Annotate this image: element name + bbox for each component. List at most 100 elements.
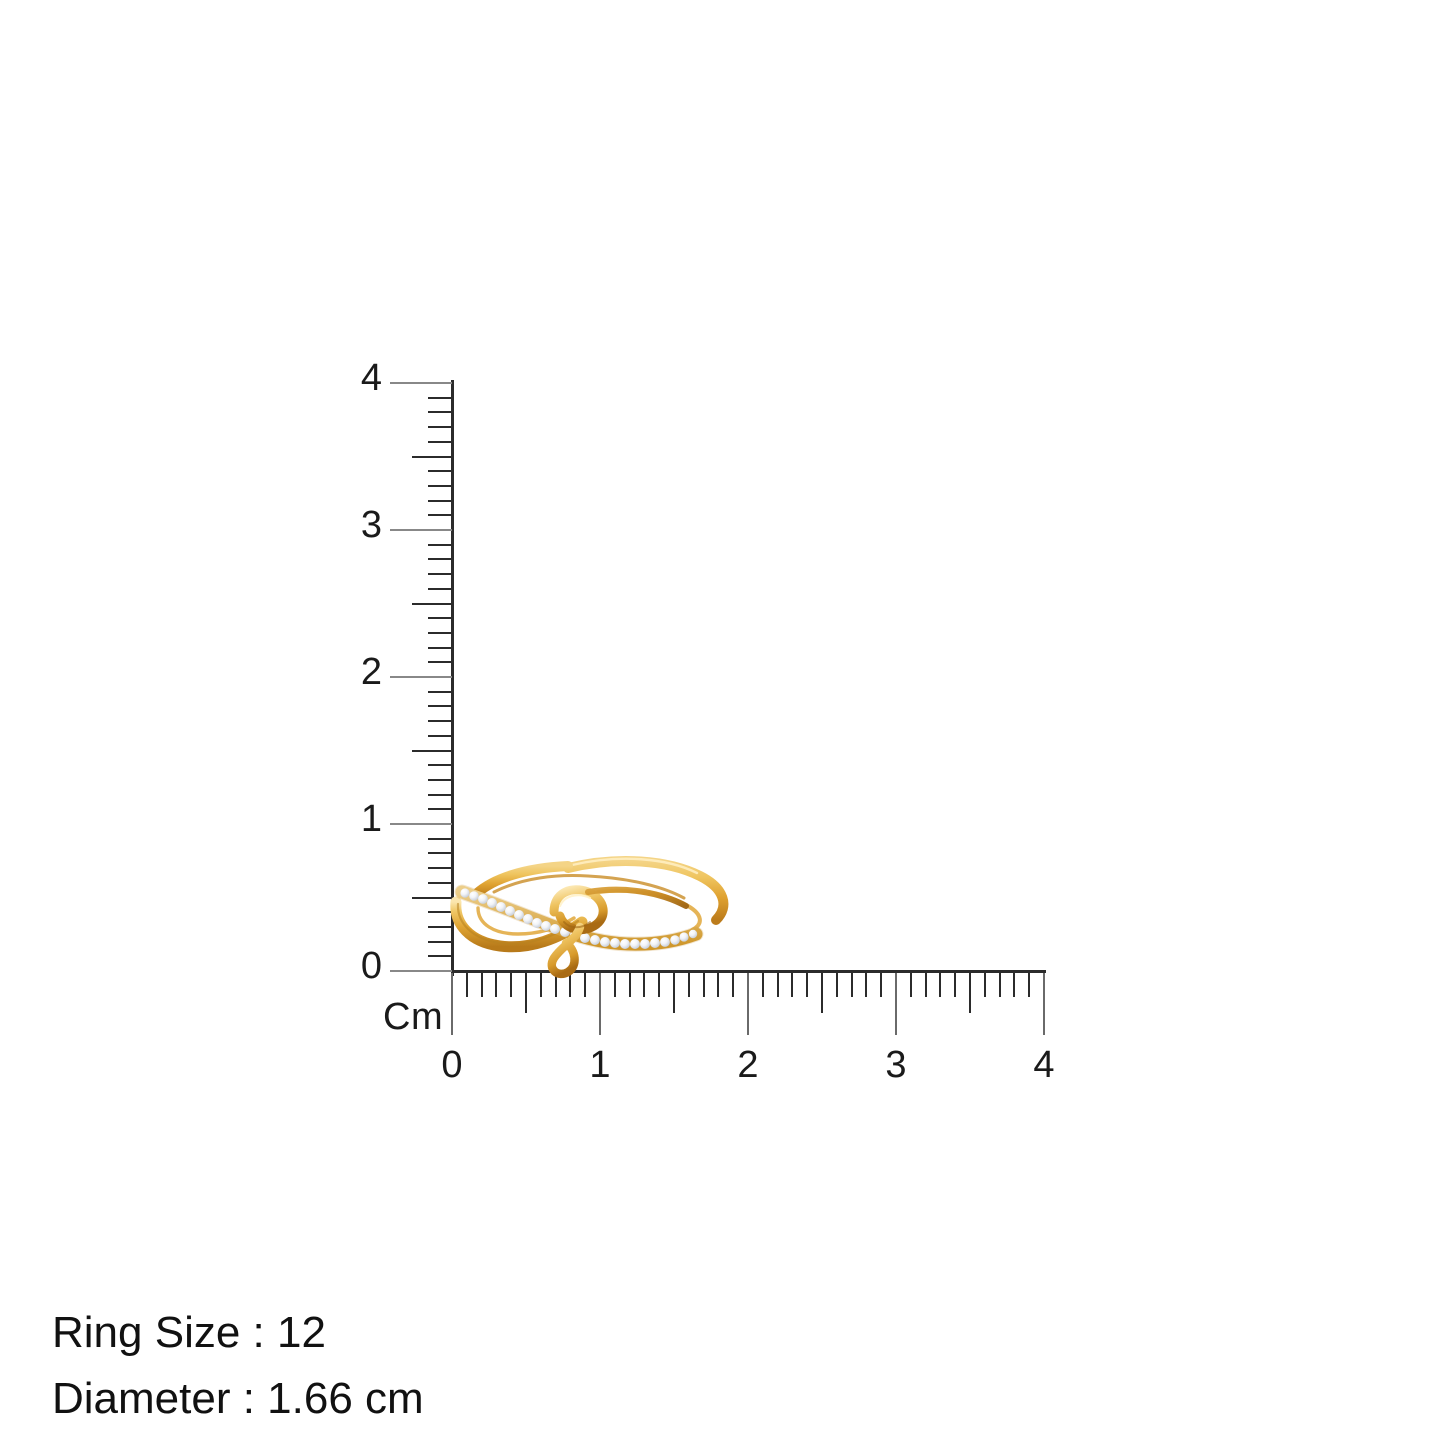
horizontal-tick-label: 0 [441,1044,463,1086]
ring-upper-left-band [469,861,573,901]
horizontal-tick [495,973,498,997]
ring-center-knot-highlight [558,894,592,908]
horizontal-tick [554,973,557,997]
vertical-tick [428,764,452,767]
vertical-tick [390,823,452,825]
ring-size-text: Ring Size : 12 [52,1308,326,1357]
horizontal-tick [702,973,705,997]
vertical-tick [428,778,452,781]
vertical-tick [428,867,452,870]
vertical-tick-label: 4 [360,357,382,399]
horizontal-tick [835,973,838,997]
vertical-ruler-ticks [0,0,454,1000]
vertical-tick [428,852,452,855]
vertical-tick [428,440,452,443]
vertical-tick [428,911,452,914]
horizontal-tick [732,973,735,997]
horizontal-tick [954,973,957,997]
vertical-tick [428,734,452,737]
vertical-tick [428,470,452,473]
vertical-tick [428,587,452,590]
horizontal-tick [969,973,971,1013]
vertical-tick [390,970,452,972]
horizontal-tick-label: 4 [1033,1044,1055,1086]
vertical-tick-label: 0 [360,945,382,987]
vertical-tick [428,881,452,884]
horizontal-tick [998,973,1001,997]
horizontal-ruler-ticks [451,973,1045,1035]
horizontal-tick [451,973,453,1035]
vertical-tick [428,940,452,943]
horizontal-tick [806,973,809,997]
vertical-axis-line [451,380,454,976]
horizontal-tick [983,973,986,997]
horizontal-tick-label: 1 [589,1044,611,1086]
diameter-text: Diameter : 1.66 cm [52,1374,424,1423]
horizontal-tick [687,973,690,997]
horizontal-tick [525,973,527,1013]
horizontal-tick [465,973,468,997]
vertical-tick [412,602,452,605]
horizontal-tick [673,973,675,1013]
horizontal-tick [539,973,542,997]
vertical-tick [428,720,452,723]
horizontal-tick [909,973,912,997]
horizontal-tick [584,973,587,997]
horizontal-tick [850,973,853,997]
vertical-tick-label: 3 [360,504,382,546]
horizontal-tick [599,973,601,1035]
horizontal-tick [821,973,823,1013]
horizontal-tick [569,973,572,997]
horizontal-tick [510,973,513,997]
vertical-tick [428,955,452,958]
vertical-tick [428,558,452,561]
horizontal-tick [865,973,868,997]
vertical-tick [428,837,452,840]
vertical-tick [428,396,452,399]
vertical-tick [428,617,452,620]
vertical-tick-label: 1 [360,798,382,840]
horizontal-tick-label: 3 [885,1044,907,1086]
ring-center-knot-shadow [563,921,591,929]
vertical-tick [428,484,452,487]
vertical-tick [390,529,452,531]
vertical-tick [428,793,452,796]
vertical-tick [390,382,452,384]
horizontal-axis-line [451,970,1046,973]
caption-block: Ring Size : 12 Diameter : 1.66 cm [52,1300,752,1432]
vertical-tick [428,573,452,576]
vertical-tick [428,705,452,708]
vertical-tick [428,690,452,693]
horizontal-tick [1028,973,1031,997]
vertical-tick-label: 2 [360,651,382,693]
vertical-tick [428,514,452,517]
vertical-tick [428,661,452,664]
vertical-tick [412,749,452,752]
horizontal-tick [895,973,897,1035]
horizontal-tick-label: 2 [737,1044,759,1086]
horizontal-tick [924,973,927,997]
vertical-tick [428,543,452,546]
vertical-tick [412,455,452,458]
horizontal-tick [628,973,631,997]
vertical-tick [428,411,452,414]
horizontal-tick [880,973,883,997]
horizontal-tick [643,973,646,997]
ring-upper-right-band-highlight [570,857,699,875]
ruler-area: 0 1 2 3 4 0 1 2 3 4 Cm [0,0,1055,1086]
vertical-tick [412,896,452,899]
horizontal-tick [1043,973,1045,1035]
ring-upper-right-band [563,856,729,925]
ring-pave-diamond-sparkles [461,889,675,944]
vertical-tick [428,499,452,502]
vertical-tick [390,676,452,678]
vertical-tick [428,426,452,429]
ring-product-image [448,830,738,980]
ring-pave-diamonds [460,888,698,949]
horizontal-tick [480,973,483,997]
horizontal-tick [717,973,720,997]
ring-inner-top-arc [492,874,686,900]
horizontal-tick [658,973,661,997]
horizontal-tick [613,973,616,997]
